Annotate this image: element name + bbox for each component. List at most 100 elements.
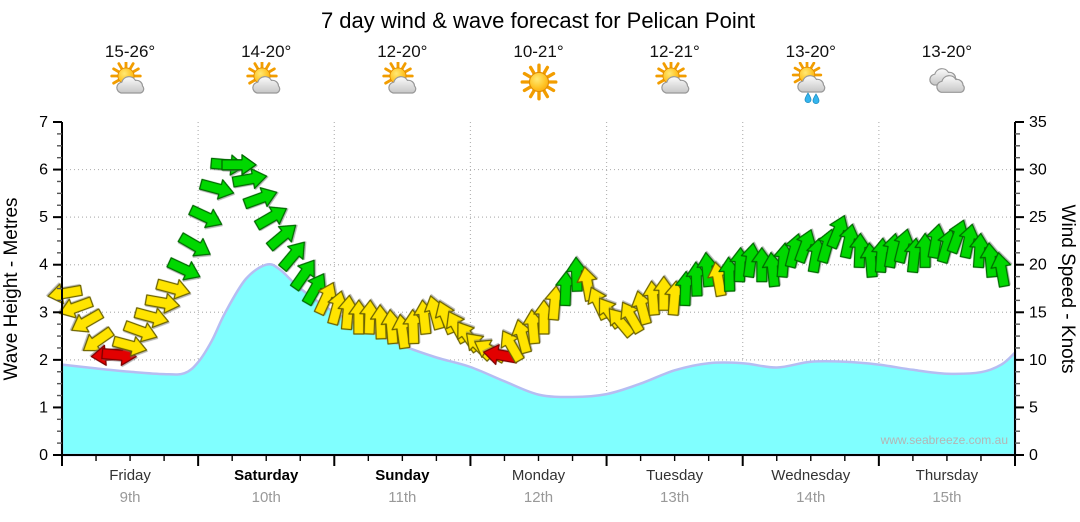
- wind-arrow: [369, 304, 392, 340]
- wind-tick-label: 25: [1029, 209, 1047, 226]
- wind-arrow: [990, 252, 1012, 288]
- wind-arrow: [301, 273, 327, 307]
- sun-cloud-icon: [651, 62, 699, 104]
- wind-arrow: [826, 214, 850, 250]
- wind-arrow: [198, 178, 235, 200]
- day-label-sunday: Sunday: [375, 467, 430, 484]
- wind-arrow: [500, 330, 525, 364]
- wave-tick-label: 5: [39, 209, 48, 226]
- wind-tick-label: 20: [1029, 257, 1047, 274]
- page-title: 7 day wind & wave forecast for Pelican P…: [320, 8, 756, 33]
- wind-arrow: [337, 294, 359, 331]
- wave-tick-label: 1: [39, 399, 48, 416]
- wind-axis-label: Wind Speed - Knots: [1057, 205, 1078, 374]
- sun-cloud-icon: [106, 62, 154, 104]
- wind-arrow: [155, 278, 191, 300]
- wave-axis-label: Wave Height - Metres: [1, 197, 22, 380]
- wave-tick-label: 3: [39, 304, 48, 321]
- day-date-friday: 9th: [119, 489, 141, 506]
- wind-arrow: [122, 320, 158, 343]
- wind-arrow: [893, 228, 915, 265]
- wind-arrow: [82, 326, 115, 352]
- wind-arrow: [242, 187, 278, 210]
- wave-tick-label: 6: [39, 162, 48, 179]
- wind-arrow: [144, 292, 181, 314]
- wind-arrow: [511, 319, 533, 355]
- wave-tick-label: 2: [39, 352, 48, 369]
- wind-arrow: [969, 232, 991, 269]
- day-label-wednesday: Wednesday: [771, 467, 851, 484]
- wind-arrow: [740, 242, 762, 279]
- wind-arrow: [177, 232, 211, 257]
- wind-arrow: [188, 204, 223, 229]
- clouds-icon: [923, 62, 971, 104]
- day-temp-wednesday: 13-20°: [785, 42, 836, 61]
- wind-arrow: [794, 229, 817, 265]
- wind-arrow: [313, 281, 338, 317]
- wind-arrow: [946, 219, 969, 255]
- day-label-monday: Monday: [511, 467, 566, 484]
- watermark: www.seabreeze.com.au: [880, 433, 1008, 447]
- wind-arrow: [718, 256, 740, 293]
- wave-tick-label: 7: [39, 114, 48, 131]
- wind-tick-label: 15: [1029, 304, 1047, 321]
- wind-arrow: [620, 301, 645, 335]
- wind-arrow: [58, 296, 94, 319]
- wind-arrow: [849, 232, 871, 269]
- wind-arrow: [221, 154, 257, 176]
- wind-arrow: [111, 335, 148, 357]
- wind-tick-label: 35: [1029, 114, 1047, 131]
- wind-arrow: [402, 308, 424, 345]
- sun-cloud-rain-icon: [787, 62, 835, 104]
- day-label-saturday: Saturday: [234, 467, 299, 484]
- wind-arrow: [565, 256, 588, 293]
- wind-tick-label: 0: [1029, 447, 1038, 464]
- day-temp-sunday: 12-20°: [377, 42, 428, 61]
- wind-arrow: [761, 251, 783, 288]
- wind-tick-label: 5: [1029, 399, 1038, 416]
- day-label-friday: Friday: [109, 467, 151, 484]
- axis-ticks: [53, 121, 1024, 466]
- wind-arrow: [71, 308, 105, 333]
- wind-arrow: [685, 261, 707, 297]
- wind-arrow: [253, 206, 288, 231]
- day-temp-thursday: 13-20°: [921, 42, 973, 61]
- day-label-thursday: Thursday: [915, 467, 979, 484]
- day-temp-friday: 15-26°: [104, 42, 156, 61]
- wind-arrow: [289, 259, 315, 292]
- day-date-monday: 12th: [523, 489, 554, 506]
- sun-cloud-icon: [378, 62, 426, 104]
- wind-arrow: [555, 270, 577, 307]
- wind-arrow: [231, 168, 268, 190]
- wind-arrow: [380, 309, 402, 345]
- day-date-wednesday: 14th: [796, 489, 826, 506]
- wind-arrow: [277, 241, 305, 273]
- wind-arrow: [166, 257, 201, 281]
- wind-arrow: [522, 309, 544, 345]
- day-date-thursday: 15th: [932, 489, 962, 506]
- day-date-sunday: 11th: [388, 489, 417, 506]
- wind-arrow: [133, 307, 169, 329]
- wind-arrow: [958, 223, 980, 260]
- wave-tick-label: 0: [39, 447, 48, 464]
- day-temp-tuesday: 12-21°: [649, 42, 700, 61]
- wind-arrows: [47, 154, 1012, 366]
- day-label-tuesday: Tuesday: [646, 467, 704, 484]
- wind-tick-label: 30: [1029, 162, 1047, 179]
- wind-arrow: [265, 224, 297, 252]
- wave-tick-label: 4: [39, 257, 48, 274]
- wind-tick-label: 10: [1029, 352, 1047, 369]
- sun-cloud-icon: [242, 62, 290, 104]
- day-date-tuesday: 13th: [660, 489, 690, 506]
- wind-arrow: [630, 290, 652, 326]
- day-temp-monday: 10-21°: [513, 42, 564, 61]
- wind-arrow: [751, 247, 773, 283]
- sun-icon: [515, 62, 563, 104]
- wind-arrow: [839, 223, 860, 260]
- day-date-saturday: 10th: [251, 489, 281, 506]
- wind-arrow: [327, 290, 349, 326]
- wave-height-area: [60, 262, 1017, 457]
- wind-arrow: [359, 299, 381, 335]
